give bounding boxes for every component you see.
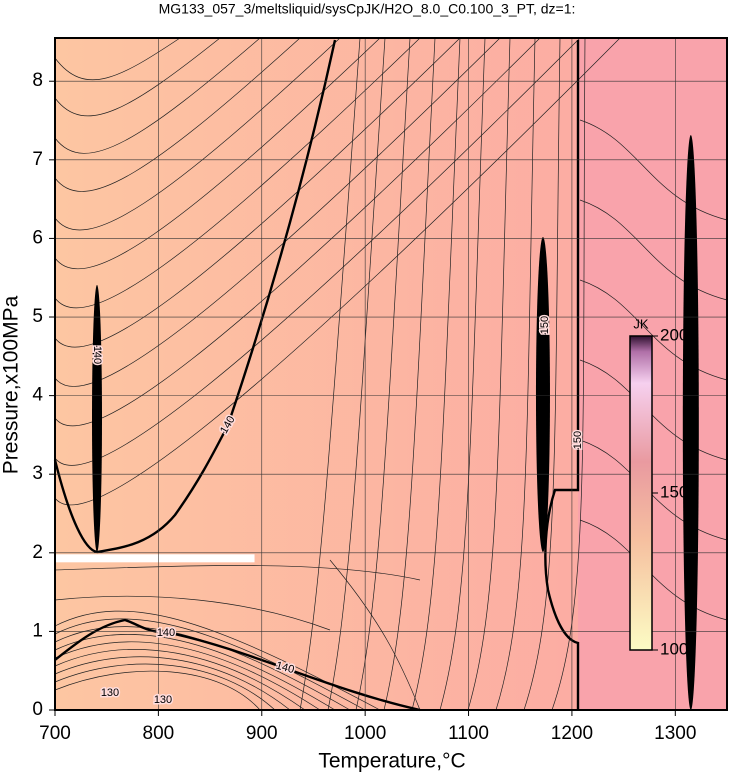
contour-label: 130: [154, 694, 172, 706]
contour-line: [54, 656, 291, 711]
contour-label: 140: [91, 346, 103, 364]
x-tick-label: 1000: [344, 723, 386, 744]
contour-label: 140: [157, 627, 175, 639]
contour-line: [54, 565, 421, 581]
y-tick-label: 8: [32, 70, 43, 91]
colorbar-tick-label: 200: [660, 325, 688, 344]
contour-spike: [535, 237, 550, 552]
contour-label: 150: [572, 431, 584, 449]
contour-line: [54, 634, 336, 711]
bold-contour: [53, 39, 337, 554]
contour-line: [54, 618, 366, 711]
x-tick-label: 800: [143, 723, 175, 744]
x-tick-label: 900: [246, 723, 278, 744]
y-tick-label: 2: [32, 542, 43, 563]
contour-line: [54, 595, 331, 631]
y-tick-label: 0: [32, 699, 43, 720]
y-tick-label: 1: [32, 620, 43, 641]
y-tick-label: 3: [32, 463, 43, 484]
colorbar-label: JK: [633, 316, 649, 331]
contour-line: [54, 37, 181, 81]
contour-line: [54, 37, 341, 231]
plot-frame: [54, 37, 728, 711]
contour-line: [579, 199, 728, 301]
contour-line: [329, 559, 421, 711]
contour-line: [54, 37, 621, 506]
contour-line: [383, 37, 436, 711]
contour-line: [551, 37, 586, 711]
contour-line: [411, 37, 461, 711]
contour-line: [54, 37, 581, 466]
contour-line: [54, 663, 276, 711]
contour-line: [54, 37, 541, 427]
contour-line: [54, 641, 321, 711]
contour-line: [579, 279, 728, 381]
contour-line: [54, 37, 221, 117]
mask-band: [55, 554, 255, 563]
colorbar-tick-label: 100: [660, 639, 688, 658]
y-tick-label: 4: [32, 385, 43, 406]
contour-line: [54, 37, 501, 387]
contour-line: [523, 37, 561, 711]
contour-line: [54, 37, 461, 348]
x-tick-label: 1300: [654, 723, 696, 744]
contour-line: [54, 649, 306, 711]
x-tick-label: 1100: [448, 723, 489, 744]
contour-line: [327, 37, 386, 711]
y-tick-label: 6: [32, 227, 43, 248]
contour-line: [467, 37, 511, 711]
contour-line: [439, 37, 486, 711]
contour-line: [579, 119, 728, 221]
bold-contour: [544, 40, 580, 710]
x-axis-title: Temperature,°C: [318, 750, 465, 773]
y-tick-label: 7: [32, 149, 43, 170]
y-axis-title: Pressure,x100MPa: [0, 295, 23, 474]
colorbar: [629, 335, 653, 651]
x-tick-label: 1200: [551, 723, 593, 744]
contour-label: 150: [539, 316, 551, 334]
contour-line: [54, 670, 261, 711]
y-tick-label: 5: [32, 306, 43, 327]
contour-line: [54, 37, 301, 192]
contour-line: [54, 37, 381, 270]
contour-spike: [92, 285, 102, 552]
contour-line: [54, 37, 421, 309]
contour-label: 130: [101, 687, 119, 699]
x-tick-label: 700: [39, 723, 71, 744]
contour-line: [54, 610, 381, 711]
chart-title: MG133_057_3/meltsliquid/sysCpJK/H2O_8.0_…: [159, 1, 576, 17]
contour-line: [495, 37, 536, 711]
contour-label: 140: [275, 660, 296, 676]
contour-line: [54, 37, 261, 154]
contour-spike: [682, 135, 699, 710]
colorbar-tick-label: 150: [660, 482, 688, 501]
contour-line: [299, 37, 361, 711]
